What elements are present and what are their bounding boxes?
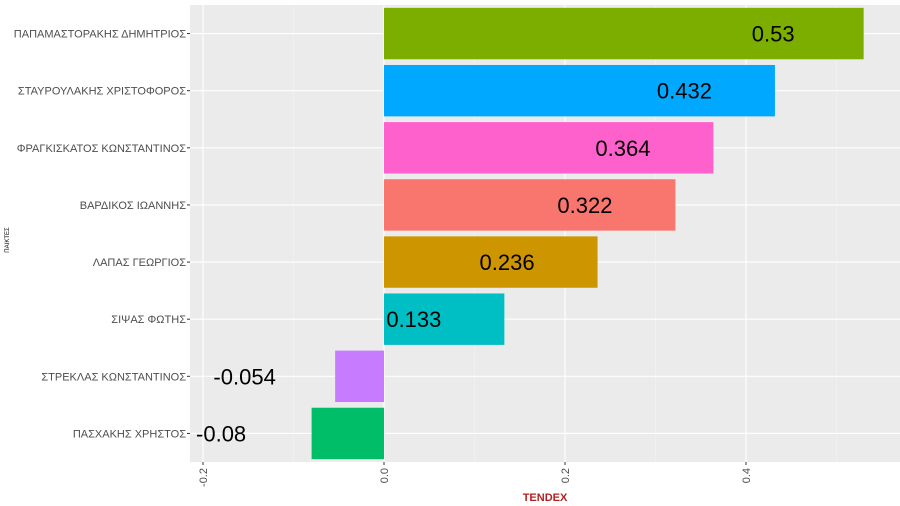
bar <box>311 407 384 460</box>
category-label: ΠΑΣΧΑΚΗΣ ΧΡΗΣΤΟΣ <box>73 428 186 440</box>
category-labels: ΠΑΠΑΜΑΣΤΟΡΑΚΗΣ ΔΗΜΗΤΡΙΟΣ ΣΤΑΥΡΟΥΛΑΚΗΣ ΧΡΙ… <box>14 29 190 440</box>
category-label: ΣΤΑΥΡΟΥΛΑΚΗΣ ΧΡΙΣΤΟΦΟΡΟΣ <box>18 86 186 98</box>
bar-value-label: 0.322 <box>557 193 612 218</box>
category-label: ΛΑΠΑΣ ΓΕΩΡΓΙΟΣ <box>93 257 186 269</box>
category-label: ΒΑΡΔΙΚΟΣ ΙΩΑΝΝΗΣ <box>80 200 186 212</box>
bar <box>384 236 598 288</box>
x-tick-label: -0.2 <box>198 468 210 487</box>
bar <box>384 293 505 345</box>
bar-value-label: 0.133 <box>386 307 441 332</box>
category-label: ΦΡΑΓΚΙΣΚΑΤΟΣ ΚΩΝΣΤΑΝΤΙΝΟΣ <box>17 143 186 155</box>
bar <box>335 350 384 403</box>
bar <box>384 7 864 60</box>
category-label: ΠΑΠΑΜΑΣΤΟΡΑΚΗΣ ΔΗΜΗΤΡΙΟΣ <box>14 29 186 41</box>
bar <box>384 122 714 174</box>
bars <box>311 7 864 460</box>
x-tick-label: 0.2 <box>560 468 572 483</box>
bar <box>384 179 676 231</box>
bar-value-label: 0.53 <box>752 22 795 47</box>
y-axis-title: ΠΑΙΚΤΕΣ <box>5 227 11 253</box>
x-tick-label: 0.4 <box>741 468 753 483</box>
bar <box>384 64 775 117</box>
category-label: ΣΙΨΑΣ ΦΩΤΗΣ <box>111 314 186 326</box>
bar-value-label: 0.364 <box>595 136 650 161</box>
bar-value-label: -0.054 <box>213 364 275 389</box>
category-label: ΣΤΡΕΚΛΑΣ ΚΩΝΣΤΑΝΤΙΝΟΣ <box>41 371 186 383</box>
bar-value-label: 0.432 <box>657 79 712 104</box>
x-axis-title: TENDEX <box>523 492 568 504</box>
x-tick-label: 0.0 <box>379 468 391 483</box>
bar-value-label: 0.236 <box>480 250 535 275</box>
bar-value-label: -0.08 <box>196 421 246 446</box>
value-labels: 0.53 0.432 0.364 0.322 0.236 0.133 -0.054 -0.08 <box>196 22 795 447</box>
x-axis-ticks: -0.2 0.0 0.2 0.4 <box>198 462 753 487</box>
